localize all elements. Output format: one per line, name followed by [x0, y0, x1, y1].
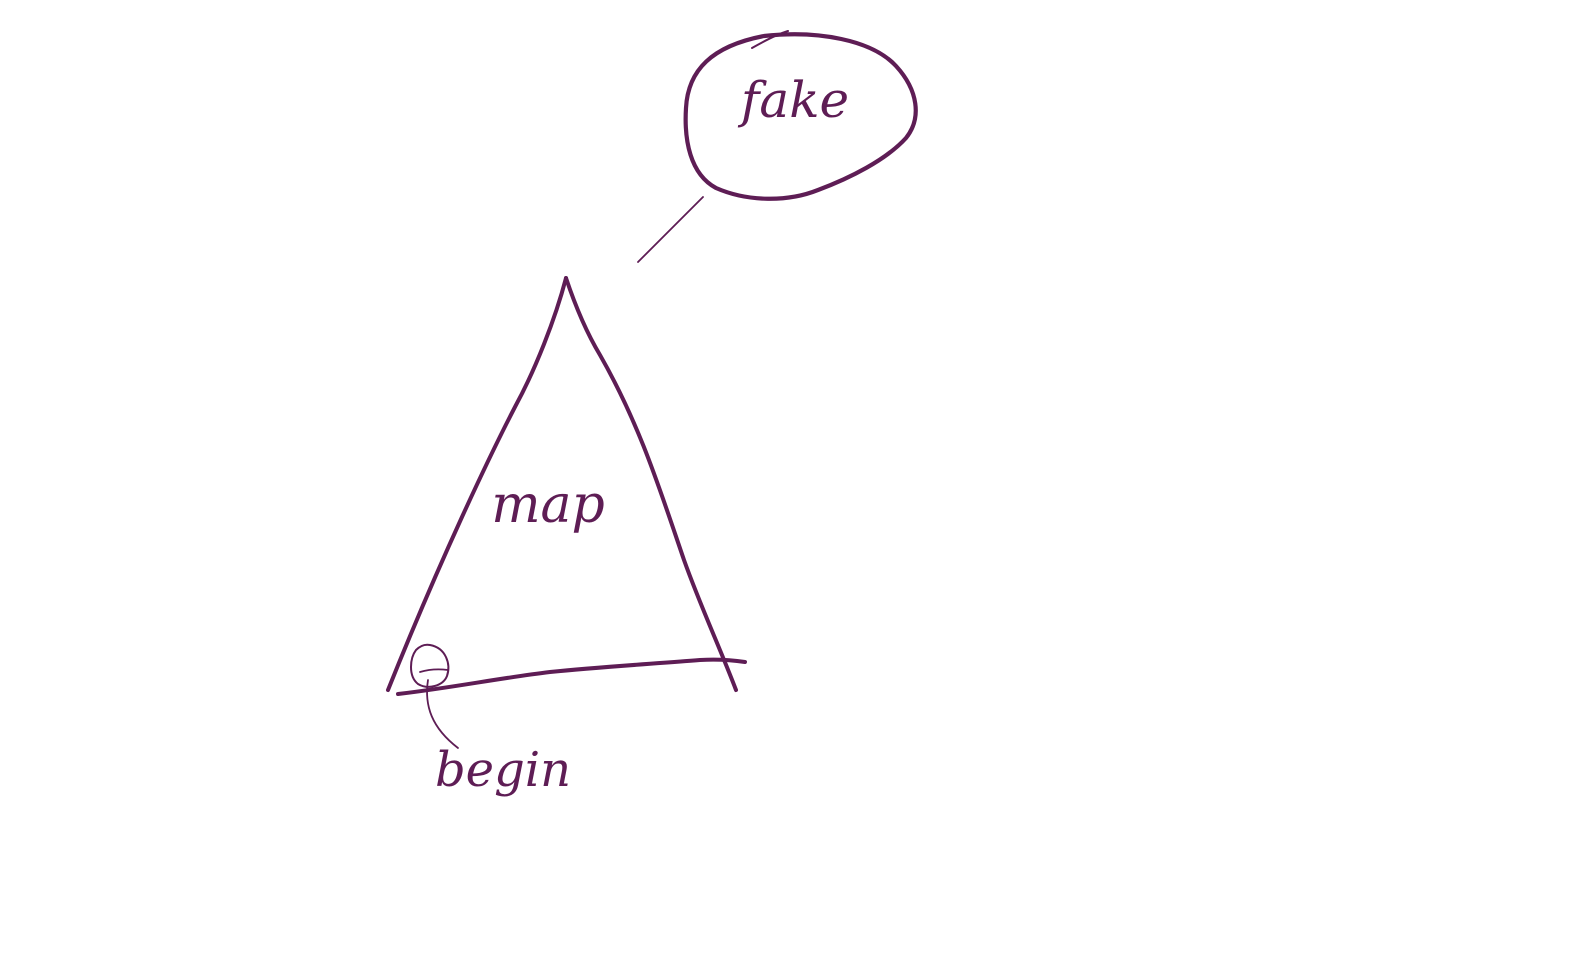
bubble-top-stroke: [751, 30, 789, 49]
map-triangle-right-side: [564, 276, 738, 692]
fake-label: fake: [737, 71, 849, 129]
begin-pointer-line: [426, 679, 459, 749]
begin-label: begin: [435, 742, 571, 798]
map-label: map: [491, 475, 605, 535]
map-triangle-left-side: [386, 276, 568, 692]
begin-marker-circle: [410, 643, 450, 688]
connector-line: [637, 196, 704, 263]
begin-marker-crossline: [419, 668, 449, 673]
fake-bubble: [683, 32, 918, 201]
map-triangle-base: [396, 657, 747, 696]
